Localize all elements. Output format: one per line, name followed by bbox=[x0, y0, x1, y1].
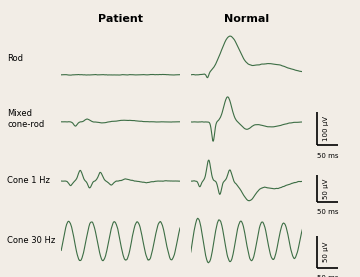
Text: Rod: Rod bbox=[7, 54, 23, 63]
Text: Cone 1 Hz: Cone 1 Hz bbox=[7, 176, 50, 184]
Text: 50 ms: 50 ms bbox=[317, 275, 338, 277]
Text: Patient: Patient bbox=[98, 14, 143, 24]
Text: 50 μV: 50 μV bbox=[323, 242, 329, 262]
Text: Normal: Normal bbox=[224, 14, 269, 24]
Text: 50 μV: 50 μV bbox=[323, 178, 329, 199]
Text: 100 μV: 100 μV bbox=[323, 116, 329, 141]
Text: 50 ms: 50 ms bbox=[317, 153, 338, 159]
Text: Mixed
cone-rod: Mixed cone-rod bbox=[7, 109, 44, 129]
Text: 50 ms: 50 ms bbox=[317, 209, 338, 214]
Text: Cone 30 Hz: Cone 30 Hz bbox=[7, 237, 55, 245]
